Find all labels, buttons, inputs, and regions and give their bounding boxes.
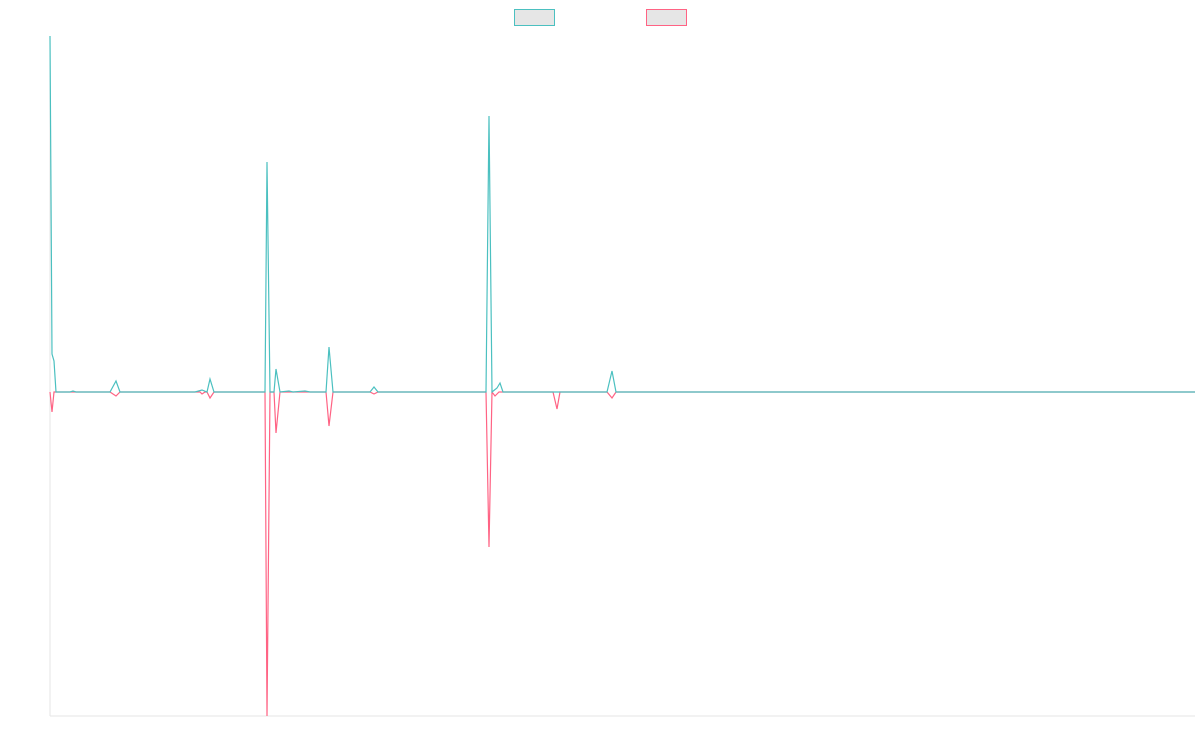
series-layer xyxy=(49,35,1195,717)
legend[interactable] xyxy=(514,9,687,26)
legend-swatch-series-1[interactable] xyxy=(514,9,555,26)
series-2-line xyxy=(49,390,1195,717)
legend-swatch-series-2[interactable] xyxy=(646,9,687,26)
axes xyxy=(49,36,1195,717)
series-1-line xyxy=(49,35,1195,394)
